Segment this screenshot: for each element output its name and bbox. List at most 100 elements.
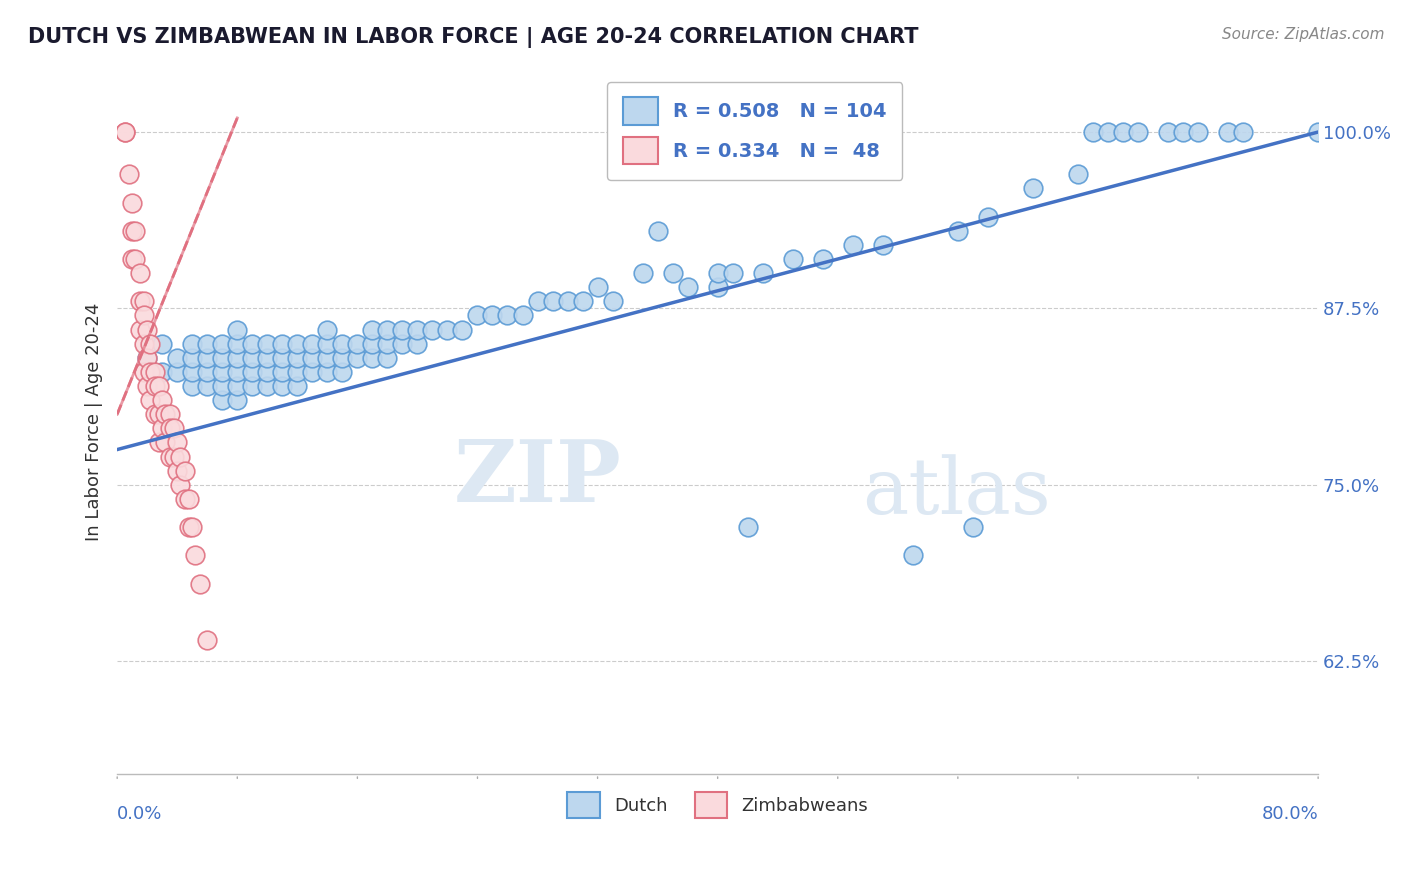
Point (124, 224, 146, 238)
Point (211, 379, 233, 393)
Point (148, 435, 170, 450)
Point (121, 252, 143, 266)
Point (872, 238, 894, 252)
Point (377, 351, 399, 365)
Point (163, 421, 186, 435)
Point (946, 224, 969, 238)
Point (1187, 125, 1209, 139)
Point (661, 266, 683, 280)
Point (188, 576, 211, 591)
Point (391, 336, 413, 351)
Point (271, 365, 294, 379)
Point (136, 323, 159, 337)
Point (361, 323, 384, 337)
Point (676, 280, 699, 294)
Point (271, 336, 294, 351)
Point (451, 323, 474, 337)
Point (169, 478, 191, 492)
Point (195, 379, 218, 393)
Point (962, 520, 984, 534)
Point (240, 336, 263, 351)
Point (301, 336, 323, 351)
Point (181, 351, 204, 365)
Point (159, 450, 181, 464)
Point (526, 294, 548, 309)
Point (166, 365, 188, 379)
Point (256, 379, 278, 393)
Point (316, 365, 339, 379)
Point (143, 379, 166, 393)
Point (256, 365, 278, 379)
Point (211, 365, 233, 379)
Point (128, 323, 150, 337)
Point (977, 210, 1000, 224)
Point (134, 365, 156, 379)
Point (139, 393, 162, 408)
Point (557, 294, 579, 309)
Point (1216, 125, 1239, 139)
Point (285, 365, 308, 379)
Point (706, 266, 728, 280)
Point (143, 407, 166, 421)
Point (346, 351, 368, 365)
Point (121, 195, 143, 210)
Point (166, 435, 188, 450)
Point (124, 252, 146, 266)
Point (361, 351, 384, 365)
Text: DUTCH VS ZIMBABWEAN IN LABOR FORCE | AGE 20-24 CORRELATION CHART: DUTCH VS ZIMBABWEAN IN LABOR FORCE | AGE… (28, 27, 918, 48)
Point (721, 266, 744, 280)
Point (422, 323, 444, 337)
Point (436, 323, 458, 337)
Point (811, 252, 834, 266)
Point (173, 464, 195, 478)
Point (571, 294, 593, 309)
Point (148, 379, 170, 393)
Point (332, 365, 354, 379)
Point (285, 336, 308, 351)
Point (139, 336, 162, 351)
Point (481, 309, 503, 323)
Point (256, 336, 278, 351)
Point (1022, 181, 1045, 195)
Point (586, 280, 609, 294)
Point (163, 450, 186, 464)
Point (166, 464, 188, 478)
Point (195, 351, 218, 365)
Point (114, 125, 136, 139)
Point (226, 379, 249, 393)
Point (211, 393, 233, 408)
Point (211, 351, 233, 365)
Point (316, 336, 339, 351)
Point (134, 294, 156, 309)
Point (706, 280, 728, 294)
Point (301, 351, 323, 365)
Point (467, 309, 489, 323)
Point (136, 379, 159, 393)
Text: atlas: atlas (862, 454, 1050, 530)
Point (159, 407, 181, 421)
Point (285, 351, 308, 365)
Point (901, 549, 924, 563)
Point (134, 336, 156, 351)
Point (134, 309, 156, 323)
Point (155, 435, 177, 450)
Text: Source: ZipAtlas.com: Source: ZipAtlas.com (1222, 27, 1385, 42)
Point (226, 351, 249, 365)
Point (1171, 125, 1194, 139)
Point (184, 549, 207, 563)
Point (179, 520, 201, 534)
Point (631, 266, 654, 280)
Point (150, 421, 173, 435)
Point (240, 379, 263, 393)
Point (271, 351, 294, 365)
Point (195, 365, 218, 379)
Point (332, 336, 354, 351)
Point (226, 365, 249, 379)
Point (782, 252, 804, 266)
Point (377, 323, 399, 337)
Point (179, 491, 201, 506)
Point (226, 336, 249, 351)
Text: ZIP: ZIP (454, 436, 621, 520)
Point (143, 365, 166, 379)
Point (159, 421, 181, 435)
